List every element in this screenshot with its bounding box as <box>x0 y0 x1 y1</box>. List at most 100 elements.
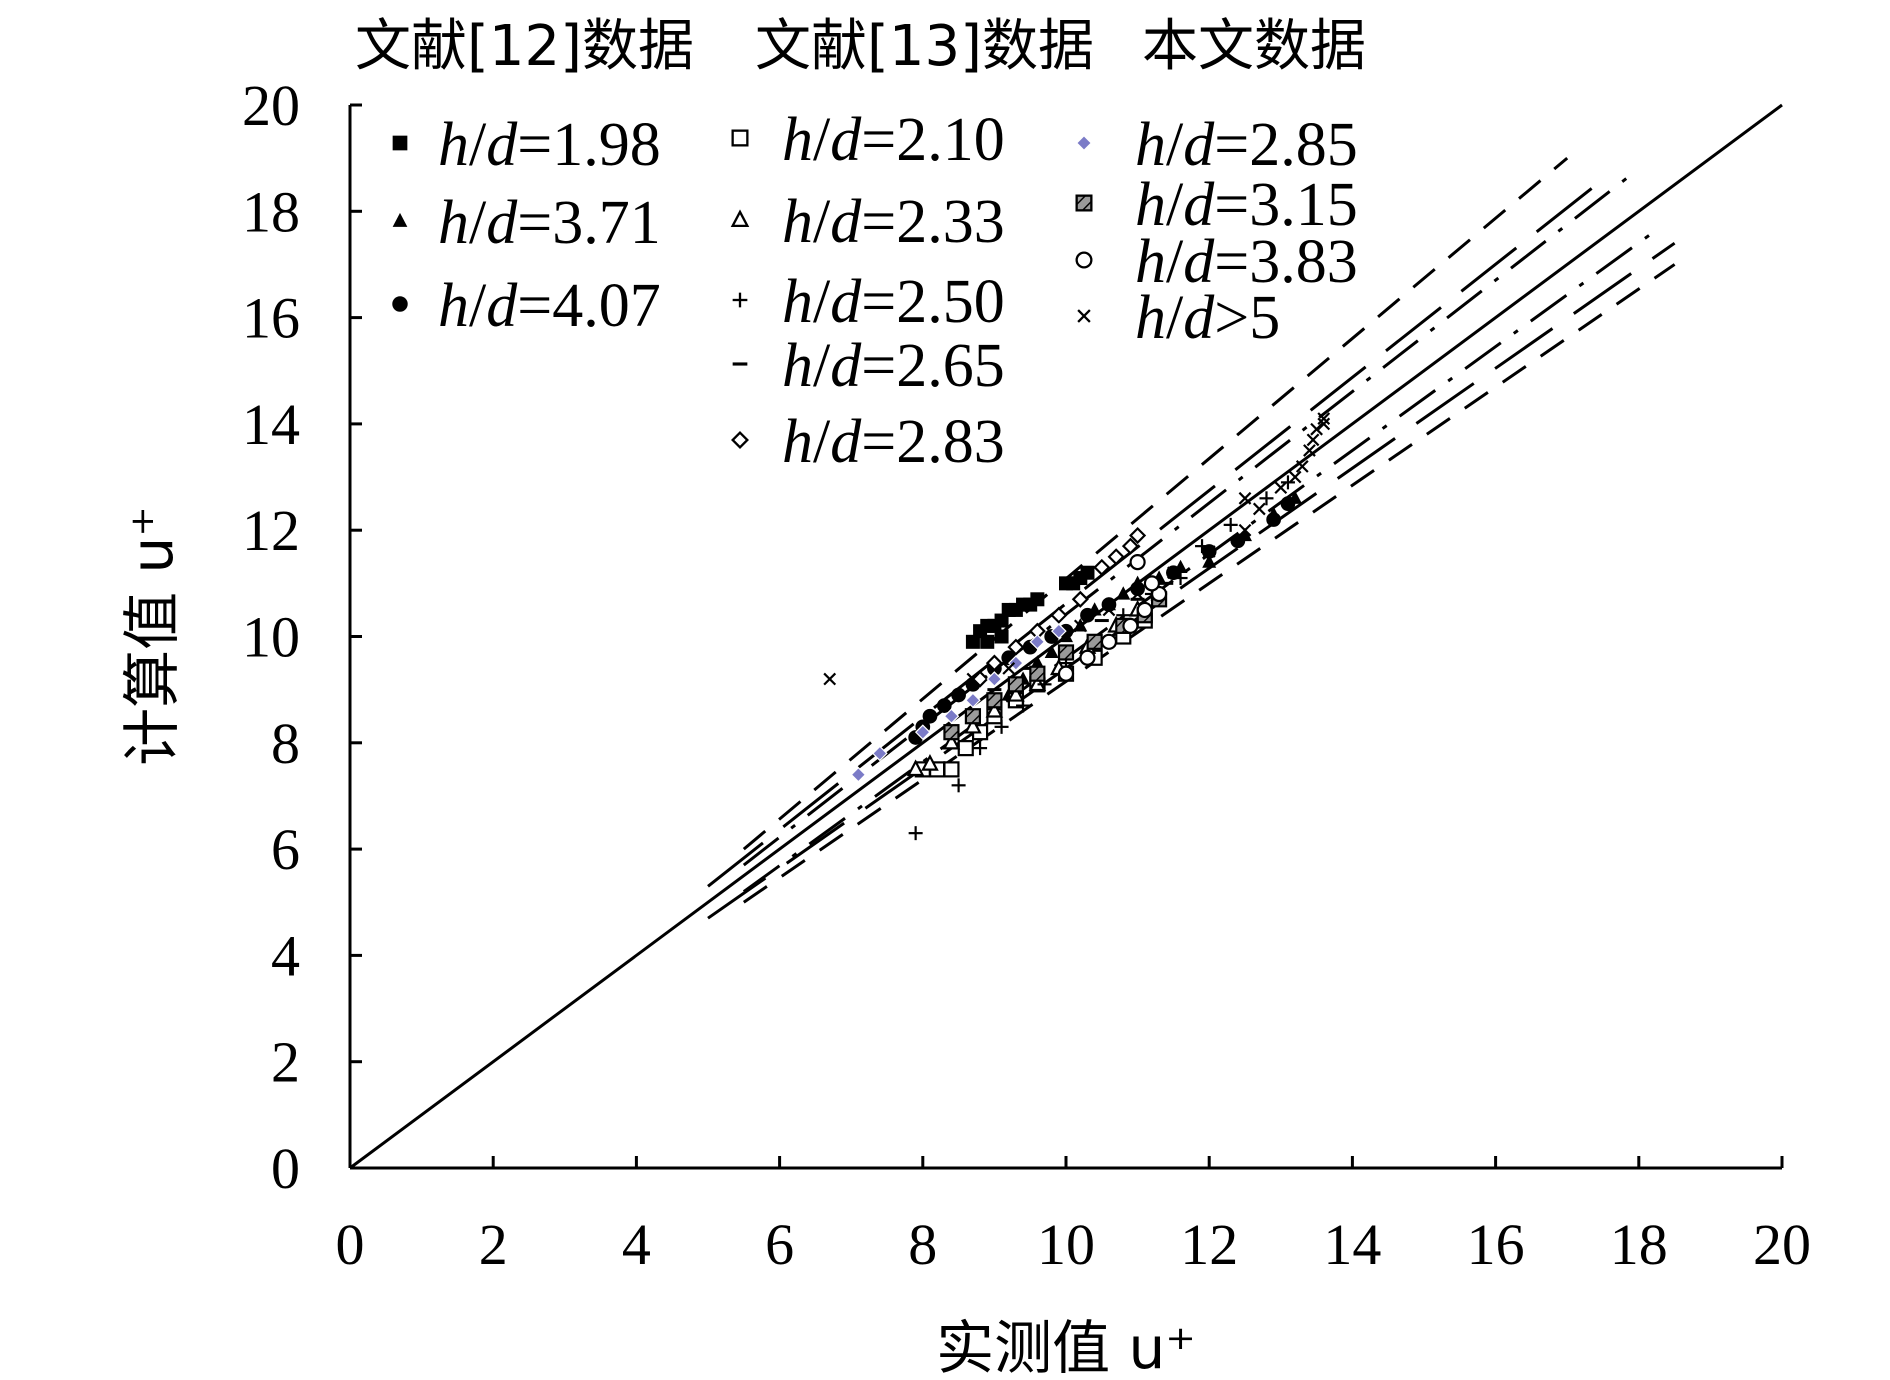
legend-marker <box>392 135 408 151</box>
legend-entry-label: h/d=2.10 <box>782 106 1005 174</box>
data-point <box>1280 475 1295 490</box>
data-point <box>1310 422 1323 436</box>
data-point <box>1306 433 1320 447</box>
y-tick-label: 4 <box>271 923 300 988</box>
data-points <box>823 412 1331 841</box>
reference-line-dashed <box>742 263 1676 904</box>
reference-line-dash-dot <box>742 226 1662 893</box>
legend-entry-label: h/d=2.50 <box>782 268 1005 336</box>
data-point <box>994 719 1009 734</box>
data-point <box>951 687 966 703</box>
y-tick-label: 16 <box>242 286 300 351</box>
data-point <box>1173 571 1188 586</box>
legend-marker <box>1075 251 1093 269</box>
data-point <box>965 692 981 709</box>
data-point <box>871 745 888 762</box>
legend-entry-label: h/d=2.83 <box>782 408 1005 476</box>
data-point <box>1121 537 1139 555</box>
data-point <box>1130 581 1145 597</box>
y-tick-label: 0 <box>271 1136 300 1201</box>
data-point <box>1167 566 1180 580</box>
data-point <box>1317 417 1331 431</box>
data-point <box>1195 539 1210 554</box>
data-point <box>936 698 952 713</box>
y-axis-title: 计算值 u⁺ <box>118 506 186 766</box>
legend-entry-label: h/d=1.98 <box>438 111 661 179</box>
legend-marker <box>730 209 750 228</box>
legend-entry-label: h/d=3.15 <box>1135 171 1358 239</box>
legend-entry-label: h/d=2.65 <box>782 332 1005 400</box>
data-point <box>1071 590 1089 608</box>
data-point <box>1080 565 1095 580</box>
y-tick-label: 6 <box>271 817 300 882</box>
legend-marker <box>731 431 749 449</box>
x-tick-label: 16 <box>1467 1212 1525 1277</box>
data-point <box>1016 698 1031 713</box>
data-point <box>1086 633 1103 650</box>
y-tick-label: 20 <box>242 73 300 138</box>
data-point <box>1093 558 1111 576</box>
data-point <box>1007 684 1025 702</box>
data-point <box>994 629 1009 644</box>
legend-marker <box>1075 134 1093 152</box>
data-point <box>957 740 974 757</box>
data-point <box>1057 644 1075 661</box>
data-point <box>1317 412 1331 425</box>
legend-group-title: 本文数据 <box>1142 14 1366 79</box>
x-tick-label: 18 <box>1610 1212 1668 1277</box>
data-point <box>1008 655 1024 671</box>
data-point <box>943 761 960 778</box>
data-point <box>1259 491 1274 506</box>
legend-entry-label: h/d=4.07 <box>438 272 661 340</box>
legend-group-title: 文献[13]数据 <box>755 14 1094 79</box>
x-tick-label: 6 <box>765 1212 794 1277</box>
data-point <box>1230 533 1246 549</box>
data-point <box>1238 523 1252 537</box>
data-point <box>1002 662 1016 675</box>
data-point <box>906 759 925 777</box>
data-point <box>1100 633 1118 650</box>
data-point <box>908 826 923 841</box>
data-point <box>986 671 1003 687</box>
data-point <box>1202 545 1216 558</box>
data-point <box>1030 655 1045 669</box>
data-point <box>850 766 867 783</box>
data-point <box>1252 502 1266 516</box>
data-point <box>1288 470 1302 484</box>
data-point <box>1122 617 1139 634</box>
legend-marker <box>1075 194 1093 212</box>
y-tick-label: 18 <box>242 179 300 244</box>
legend-entry-label: h/d=3.71 <box>438 189 661 257</box>
x-tick-label: 8 <box>908 1212 937 1277</box>
data-point <box>1030 592 1045 607</box>
data-point <box>1303 444 1316 457</box>
data-point <box>1080 607 1095 623</box>
data-point <box>921 753 939 771</box>
data-point <box>964 716 982 734</box>
data-point <box>951 778 966 793</box>
data-point <box>943 724 960 741</box>
data-point <box>1129 553 1146 571</box>
y-tick-label: 14 <box>242 392 300 457</box>
data-point <box>1223 517 1238 532</box>
data-point <box>1295 460 1309 473</box>
reference-line-dashed <box>742 157 1569 851</box>
reference-line-long-dash <box>707 241 1676 920</box>
legend-marker <box>732 292 748 308</box>
data-point <box>986 692 1003 709</box>
data-point <box>1007 676 1024 693</box>
legend-marker <box>392 296 408 312</box>
data-point <box>1050 606 1068 624</box>
data-point <box>1107 548 1125 566</box>
legend-entry-label: h/d=2.33 <box>782 188 1005 256</box>
x-axis-title: 实测值 u⁺ <box>936 1314 1196 1380</box>
legend-entry-label: h/d=3.83 <box>1135 228 1358 296</box>
data-point <box>914 724 931 741</box>
data-point <box>1202 554 1217 568</box>
data-point <box>1274 481 1288 495</box>
legend-entry-label: h/d=2.85 <box>1135 111 1358 179</box>
x-tick-label: 12 <box>1180 1212 1238 1277</box>
reference-line-dash-dot <box>742 167 1640 867</box>
legend-group-title: 文献[12]数据 <box>355 14 694 79</box>
data-point <box>964 708 982 725</box>
